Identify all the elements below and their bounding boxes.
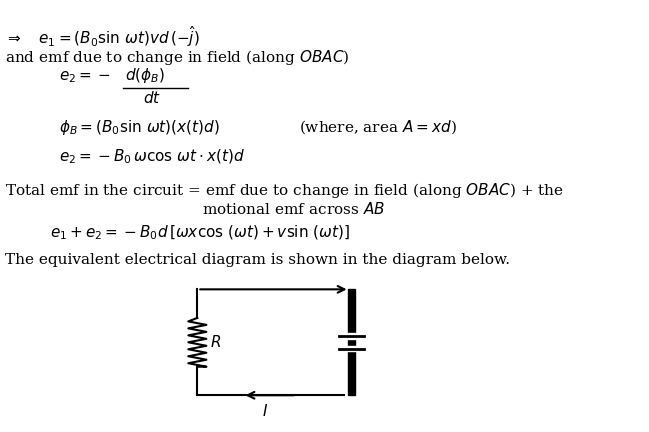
- Text: $e_2 = -B_0\, \omega \cos\, \omega t \cdot x(t)d$: $e_2 = -B_0\, \omega \cos\, \omega t \cd…: [59, 147, 245, 165]
- Text: motional emf across $\mathit{AB}$: motional emf across $\mathit{AB}$: [202, 200, 385, 216]
- Text: $e_2 = -$: $e_2 = -$: [59, 70, 110, 85]
- Text: and emf due to change in field (along $\mathit{OBAC}$): and emf due to change in field (along $\…: [5, 48, 349, 67]
- Text: (where, area $A = xd$): (where, area $A = xd$): [299, 118, 456, 136]
- Text: $dt$: $dt$: [143, 90, 161, 106]
- Text: $\phi_B = (B_0 \sin\, \omega t)(x(t)d)$: $\phi_B = (B_0 \sin\, \omega t)(x(t)d)$: [59, 118, 219, 137]
- Bar: [348, 289, 355, 395]
- Text: $I$: $I$: [262, 403, 268, 419]
- Text: $e_1 + e_2 = -B_0 d\,[\omega x \cos\,(\omega t) + v \sin\,(\omega t)]$: $e_1 + e_2 = -B_0 d\,[\omega x \cos\,(\o…: [50, 223, 350, 241]
- Text: $R$: $R$: [210, 334, 221, 350]
- Text: The equivalent electrical diagram is shown in the diagram below.: The equivalent electrical diagram is sho…: [5, 253, 509, 267]
- Text: $d(\phi_B)$: $d(\phi_B)$: [125, 66, 165, 85]
- Text: Total emf in the circuit = emf due to change in field (along $\mathit{OBAC}$) + : Total emf in the circuit = emf due to ch…: [5, 181, 563, 200]
- Text: $\Rightarrow \quad e_1 = (B_0 \sin\, \omega t)vd\,(-\hat{j})$: $\Rightarrow \quad e_1 = (B_0 \sin\, \om…: [5, 24, 199, 49]
- Bar: [347, 333, 356, 339]
- Bar: [347, 346, 356, 351]
